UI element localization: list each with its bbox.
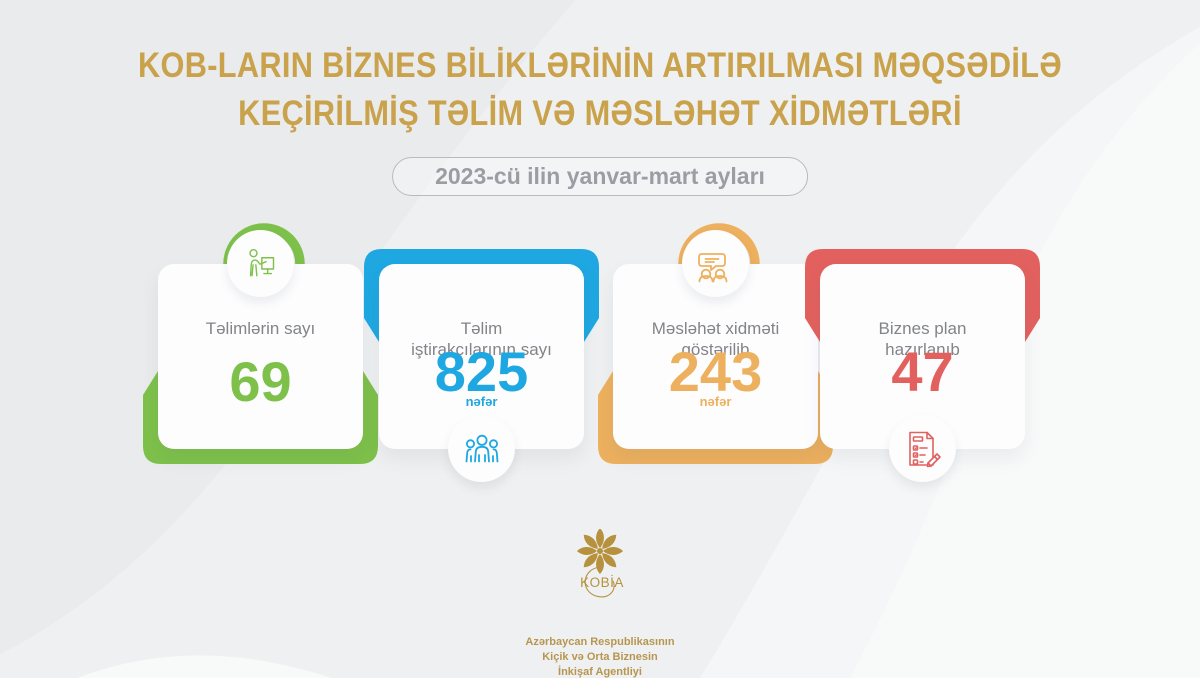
svg-text:KOBİA: KOBİA bbox=[580, 575, 624, 590]
